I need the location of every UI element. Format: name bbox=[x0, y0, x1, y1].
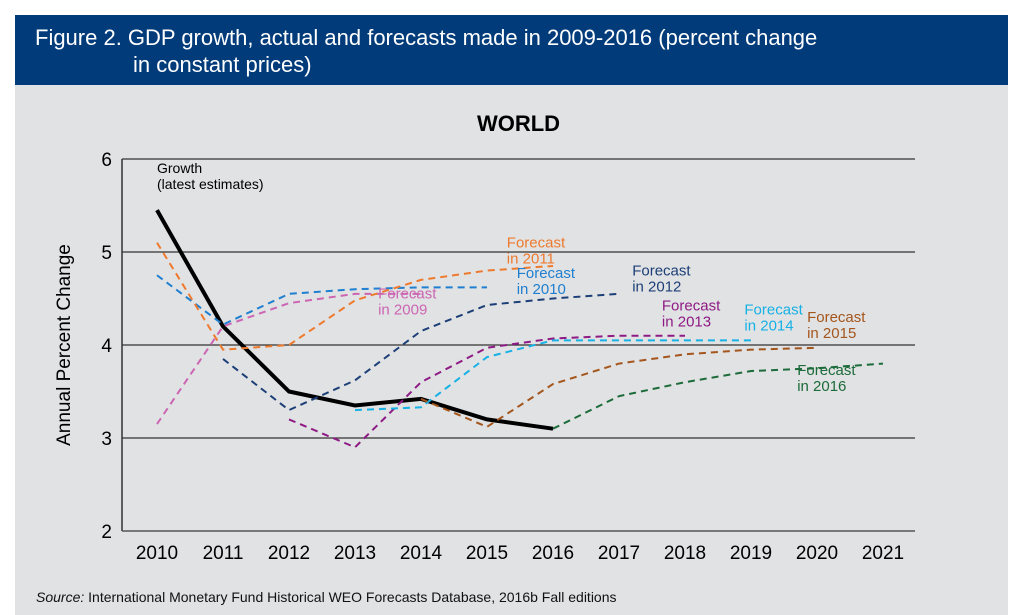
series-line-forecast-2013 bbox=[288, 334, 685, 449]
series-label-line: Forecast bbox=[744, 301, 803, 318]
series-label-line: Forecast bbox=[797, 362, 856, 379]
series-line-growth bbox=[155, 209, 554, 431]
figure-header: Figure 2. GDP growth, actual and forecas… bbox=[15, 15, 1008, 85]
x-tick-label: 2016 bbox=[532, 543, 574, 564]
y-axis-label: Annual Percent Change bbox=[54, 244, 75, 446]
series-label-line: in 2011 bbox=[507, 250, 555, 267]
series-label: Forecast in 2011 bbox=[507, 234, 566, 267]
series-label-line: (latest estimates) bbox=[157, 176, 264, 192]
series-line-forecast-2014 bbox=[354, 339, 751, 412]
series-label-line: in 2013 bbox=[662, 314, 711, 331]
series-label: Forecast in 2009 bbox=[378, 286, 437, 319]
series-label-line: Forecast bbox=[507, 234, 566, 251]
series-label: Forecast in 2013 bbox=[662, 298, 721, 331]
y-tick-label: 5 bbox=[101, 243, 112, 264]
x-tick-label: 2017 bbox=[598, 543, 640, 564]
series-label-line: Forecast bbox=[378, 286, 437, 303]
series-label-line: Growth bbox=[157, 160, 202, 176]
x-tick-label: 2015 bbox=[466, 543, 508, 564]
x-tick-label: 2014 bbox=[400, 543, 443, 564]
series-label: Growth (latest estimates) bbox=[157, 160, 264, 192]
x-tick-label: 2013 bbox=[334, 543, 376, 564]
y-tick-label: 6 bbox=[101, 150, 112, 171]
series-line-forecast-2016 bbox=[552, 362, 884, 430]
x-tick-label: 2020 bbox=[796, 543, 838, 564]
series-label-line: Forecast bbox=[807, 309, 866, 326]
chart-title: WORLD bbox=[477, 111, 560, 136]
series-label: Forecast in 2016 bbox=[797, 362, 856, 395]
series-line-forecast-2012 bbox=[222, 292, 620, 412]
y-tick-label: 4 bbox=[101, 336, 112, 357]
source-text: International Monetary Fund Historical W… bbox=[84, 589, 617, 605]
series-label-line: in 2009 bbox=[378, 302, 427, 319]
series-label: Forecast in 2014 bbox=[744, 301, 803, 334]
source-label: Source: bbox=[36, 589, 85, 605]
figure-title-line-1: Figure 2. GDP growth, actual and forecas… bbox=[35, 25, 818, 50]
series-label: Forecast in 2012 bbox=[632, 262, 691, 295]
series-label-line: in 2010 bbox=[517, 281, 566, 298]
series-line-forecast-2015 bbox=[420, 346, 818, 428]
y-tick-label: 3 bbox=[101, 429, 112, 450]
series-label-line: Forecast bbox=[632, 262, 691, 279]
x-tick-label: 2021 bbox=[862, 543, 904, 564]
series-label-line: in 2012 bbox=[632, 278, 681, 295]
figure-title-line-2: in constant prices) bbox=[133, 52, 312, 77]
series-label-line: Forecast bbox=[662, 298, 721, 315]
series-label-line: in 2014 bbox=[744, 317, 793, 334]
series-label: Forecast in 2010 bbox=[517, 265, 576, 298]
x-tick-label: 2010 bbox=[136, 543, 178, 564]
y-tick-label: 2 bbox=[101, 522, 112, 543]
x-tick-label: 2019 bbox=[730, 543, 772, 564]
series-label-line: in 2015 bbox=[807, 325, 856, 342]
source-note: Source: International Monetary Fund Hist… bbox=[36, 589, 617, 605]
series-line-forecast-2011 bbox=[156, 242, 554, 351]
series-label: Forecast in 2015 bbox=[807, 309, 866, 342]
series-label-line: in 2016 bbox=[797, 378, 846, 395]
x-tick-label: 2012 bbox=[268, 543, 310, 564]
x-tick-label: 2018 bbox=[664, 543, 706, 564]
series-label-line: Forecast bbox=[517, 265, 576, 282]
x-tick-label: 2011 bbox=[203, 543, 244, 564]
